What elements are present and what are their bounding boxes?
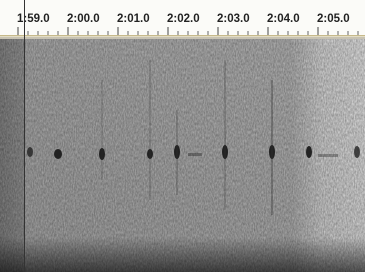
time-label: 2:01.0 [117, 13, 150, 25]
call [54, 149, 62, 159]
call-tail [188, 153, 202, 156]
time-label: 1:59.0 [17, 13, 50, 25]
time-label: 2:03.0 [217, 13, 250, 25]
time-label: 2:02.0 [167, 13, 200, 25]
ruler-border [0, 35, 365, 37]
spectrogram-view: 1:59.0 2:00.0 2:01.0 2:02.0 2:03.0 2:04.0 2:05… [0, 0, 365, 272]
time-label: 2:05.0 [317, 13, 350, 25]
page: 1:59.0 2:00.0 2:01.0 2:02.0 2:03.0 2:04.0 2:05… [0, 0, 365, 272]
call-tail [318, 154, 338, 157]
ruler-border [0, 38, 365, 39]
call [27, 147, 33, 157]
call [306, 146, 312, 158]
call [354, 146, 360, 158]
time-label: 2:04.0 [267, 13, 300, 25]
time-label: 2:00.0 [67, 13, 100, 25]
spectrogram [0, 39, 365, 272]
